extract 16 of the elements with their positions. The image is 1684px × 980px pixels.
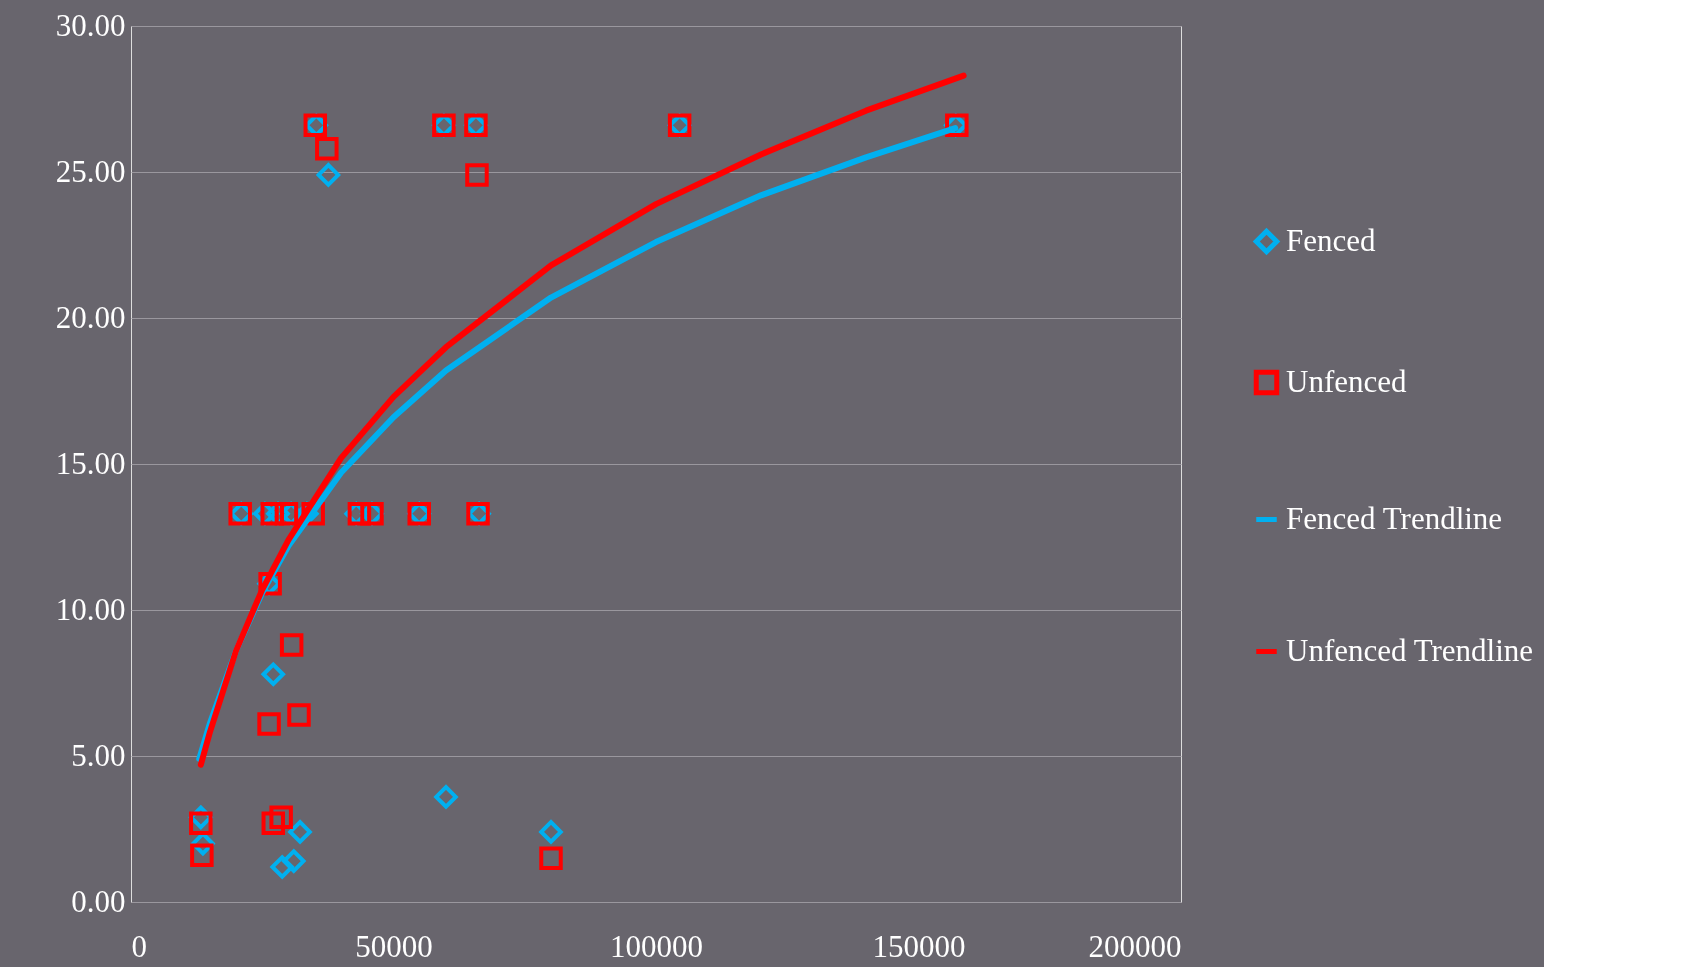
legend-label: Fenced (1286, 222, 1377, 258)
y-tick-label: 5.00 (71, 737, 126, 773)
x-tick-label: 150000 (872, 928, 966, 964)
y-tick-label: 25.00 (55, 153, 126, 189)
legend-label: Unfenced Trendline (1286, 632, 1534, 668)
x-tick-label: 50000 (355, 928, 433, 964)
y-tick-label: 0.00 (71, 883, 126, 919)
y-tick-label: 10.00 (55, 591, 126, 627)
y-tick-label: 20.00 (55, 299, 126, 335)
x-tick-label: 200000 (1088, 928, 1182, 964)
y-tick-label: 15.00 (55, 445, 126, 481)
x-tick-label: 100000 (610, 928, 703, 964)
legend-label: Unfenced (1286, 363, 1407, 399)
x-tick-label: 0 (131, 928, 147, 964)
legend-label: Fenced Trendline (1286, 500, 1503, 536)
y-tick-label: 30.00 (55, 7, 126, 43)
